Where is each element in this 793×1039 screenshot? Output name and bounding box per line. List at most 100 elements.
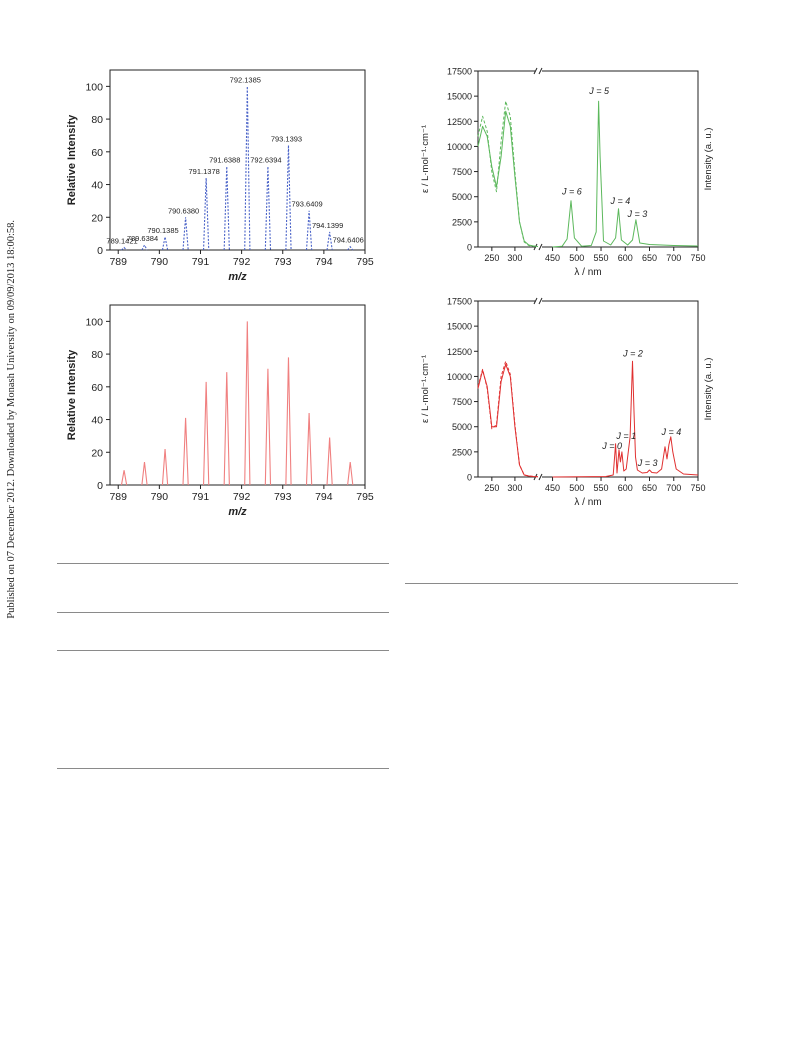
x-tick-label: 600	[618, 483, 633, 493]
peak	[347, 245, 354, 251]
y-axis-label: Relative Intensity	[66, 114, 78, 205]
y-tick-label: 20	[91, 212, 103, 224]
x-tick-label: 793	[274, 491, 292, 503]
x-tick-label: 795	[356, 491, 374, 503]
y-tick-label: 0	[97, 245, 103, 257]
x-tick-label: 500	[569, 253, 584, 263]
chart-svg: 250 300 450 500 550 600 650 700 7500250050007500…	[420, 67, 714, 279]
peak	[223, 166, 230, 251]
y-tick-label: 7500	[452, 167, 472, 177]
x-axis-label: m/z	[228, 271, 247, 283]
y-axis-label-left: ε / L·mol⁻¹·cm⁻¹	[420, 125, 431, 193]
peak-label: 791.6388	[209, 156, 240, 165]
peak-label: 791.1378	[189, 167, 220, 176]
peak	[161, 236, 169, 251]
x-tick-label: 794	[315, 491, 333, 503]
axis-break-mark	[538, 473, 543, 481]
y-tick-label: 12500	[447, 117, 472, 127]
y-axis-label: Relative Intensity	[66, 349, 78, 440]
x-tick-label: 792	[233, 491, 251, 503]
x-tick-label: 450	[545, 483, 560, 493]
series-line	[477, 100, 539, 247]
series-line	[477, 363, 539, 478]
y-tick-label: 100	[85, 81, 103, 93]
transition-label: J = 3	[627, 209, 648, 219]
y-tick-label: 20	[91, 447, 103, 459]
y-tick-label: 10000	[447, 372, 472, 382]
table-rule-bottom	[57, 768, 389, 769]
transition-label: J = 0	[601, 441, 622, 451]
peak	[161, 448, 169, 486]
peak-label: 793.1393	[271, 134, 302, 143]
y-tick-label: 10000	[447, 142, 472, 152]
axis-break-gap	[535, 68, 542, 74]
axis-break-gap	[535, 474, 542, 480]
x-tick-label: 550	[594, 253, 609, 263]
transition-label: J = 6	[561, 187, 582, 197]
x-tick-label: 250	[484, 483, 499, 493]
y-tick-label: 2500	[452, 217, 472, 227]
x-tick-label: 750	[690, 253, 705, 263]
plot-frame	[477, 70, 699, 248]
plot-frame	[109, 69, 366, 251]
x-tick-label: 789	[109, 491, 127, 503]
x-tick-label: 793	[274, 256, 292, 268]
x-tick-label: 700	[666, 253, 681, 263]
table-rule-header	[57, 612, 389, 613]
plot-frame	[109, 304, 366, 486]
y-axis-label-left: ε / L·mol⁻¹·cm⁻¹	[420, 355, 431, 423]
series-line	[477, 360, 539, 478]
peak	[141, 243, 148, 251]
x-axis-label: λ / nm	[574, 497, 601, 508]
y-tick-label: 5000	[452, 192, 472, 202]
transition-label: J = 3	[637, 458, 658, 468]
peak	[305, 412, 313, 486]
x-tick-label: 700	[666, 483, 681, 493]
mass-spectrum-experimental: 789 790 791 792 793 794 795 0 20 40 60 80 100 m/z Rela…	[60, 60, 380, 295]
y-tick-label: 80	[91, 114, 103, 126]
peak	[326, 231, 333, 251]
y-tick-label: 7500	[452, 397, 472, 407]
table-rule-body	[57, 650, 389, 651]
y-tick-label: 80	[91, 349, 103, 361]
x-tick-label: 300	[507, 253, 522, 263]
axis-break-mark	[538, 297, 543, 305]
peak-label: 794.6406	[333, 236, 364, 245]
peak	[285, 145, 292, 251]
x-tick-label: 790	[151, 491, 169, 503]
x-tick-label: 791	[192, 491, 210, 503]
peak	[141, 462, 148, 486]
transition-label: J = 5	[588, 86, 610, 96]
peak-label: 793.6409	[291, 200, 322, 209]
x-tick-label: 750	[690, 483, 705, 493]
axis-break-mark	[533, 297, 538, 305]
axis-break-mark	[538, 67, 543, 75]
x-tick-label: 650	[642, 483, 657, 493]
peak	[285, 357, 292, 486]
transition-label: J = 2	[622, 348, 643, 358]
peak	[120, 470, 128, 486]
peak	[264, 166, 272, 251]
y-tick-label: 15000	[447, 322, 472, 332]
y-axis-label-right: Intensity (a. u.)	[703, 358, 714, 421]
x-tick-label: 500	[569, 483, 584, 493]
y-tick-label: 0	[467, 243, 472, 253]
x-tick-label: 550	[594, 483, 609, 493]
y-tick-label: 2500	[452, 447, 472, 457]
x-tick-label: 300	[507, 483, 522, 493]
x-tick-label: 794	[315, 256, 333, 268]
axis-break-gap	[535, 298, 542, 304]
peak	[264, 368, 272, 486]
y-tick-label: 17500	[447, 67, 472, 77]
y-tick-label: 17500	[447, 297, 472, 307]
axis-break-mark	[533, 243, 538, 251]
peak	[244, 321, 251, 486]
peak-label: 789.6384	[127, 234, 158, 243]
peak	[305, 210, 313, 251]
peak	[244, 86, 251, 251]
transition-label: J = 4	[610, 196, 631, 206]
peak-label: 792.1385	[230, 75, 261, 84]
peak-label: 790.6380	[168, 206, 199, 215]
x-tick-label: 795	[356, 256, 374, 268]
peak	[223, 372, 230, 486]
